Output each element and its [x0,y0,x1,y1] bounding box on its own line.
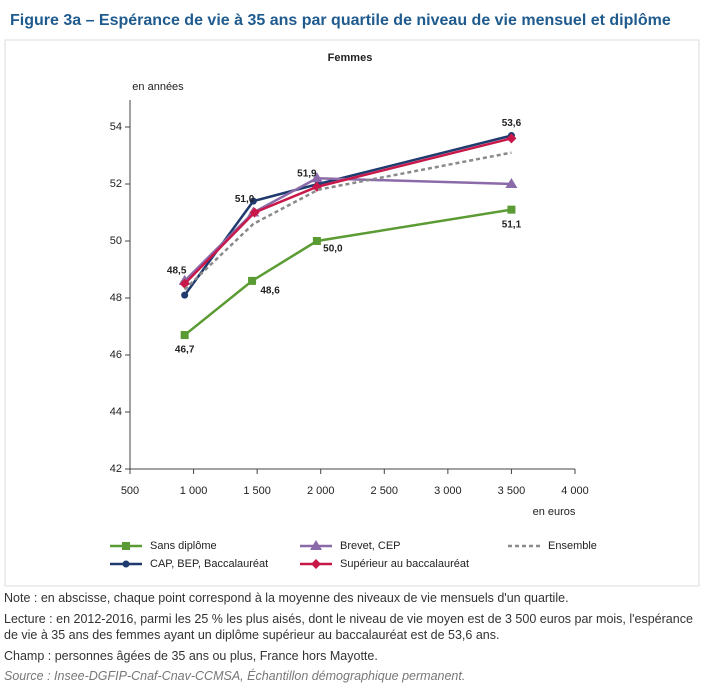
x-tick-label: 500 [121,485,139,497]
series-line [183,134,512,296]
marker [505,178,518,188]
chart-frame [4,39,700,587]
x-axis-label: en euros [533,506,576,518]
marker [311,559,321,569]
note: Note : en abscisse, chaque point corresp… [4,591,569,605]
x-tick-label: 1 500 [243,485,271,497]
data-label: 50,0 [323,244,343,255]
figure-title: Figure 3a – Espérance de vie à 35 ans pa… [10,12,671,29]
series-line [183,177,512,282]
y-tick-label: 44 [110,406,122,418]
marker [122,542,130,550]
data-label: 46,7 [175,345,195,356]
y-tick-label: 48 [110,292,122,304]
data-label: 53,6 [502,118,522,129]
x-tick-label: 3 500 [498,485,526,497]
marker [310,540,322,550]
marker [310,172,323,183]
y-tick-label: 50 [110,235,122,247]
data-label: 51,1 [502,219,522,230]
y-tick-label: 42 [110,463,122,475]
chart: Femmes en années en euros 42 44 46 48 50 52 54… [4,39,700,587]
y-axis-label: en années [132,81,184,93]
marker [248,276,257,285]
legend-label: Brevet, CEP [340,540,401,552]
legend-label: Sans diplôme [150,540,217,552]
marker [506,133,517,144]
marker [181,291,189,299]
chart-title: Femmes [328,52,373,64]
y-tick-label: 54 [110,121,122,133]
marker [122,560,130,568]
marker [249,207,260,218]
x-tick-label: 3 000 [434,485,462,497]
legend-label: Supérieur au baccalauréat [340,558,469,570]
legend-label: Ensemble [548,540,597,552]
data-label: 51,9 [297,168,317,179]
data-label: 48,6 [260,286,280,297]
series-line [183,151,512,291]
source: Source : Insee-DGFIP-Cnaf-Cnav-CCMSA, Éc… [4,669,466,683]
y-tick-label: 46 [110,349,122,361]
series-line [183,137,512,285]
marker [180,331,189,340]
marker [507,205,516,214]
note: Lecture : en 2012-2016, parmi les 25 % l… [4,612,693,642]
x-tick-label: 1 000 [180,485,208,497]
note: Champ : personnes âgées de 35 ans ou plu… [4,649,378,663]
x-tick-label: 2 500 [371,485,399,497]
series-line [183,208,512,337]
x-tick-label: 2 000 [307,485,335,497]
marker [179,278,190,289]
data-label: 48,5 [167,265,187,276]
y-tick-label: 52 [110,178,122,190]
legend-label: CAP, BEP, Baccalauréat [150,558,268,570]
x-tick-label: 4 000 [561,485,589,497]
marker [312,237,321,245]
data-label: 51,0 [235,194,255,205]
marker [249,197,257,205]
